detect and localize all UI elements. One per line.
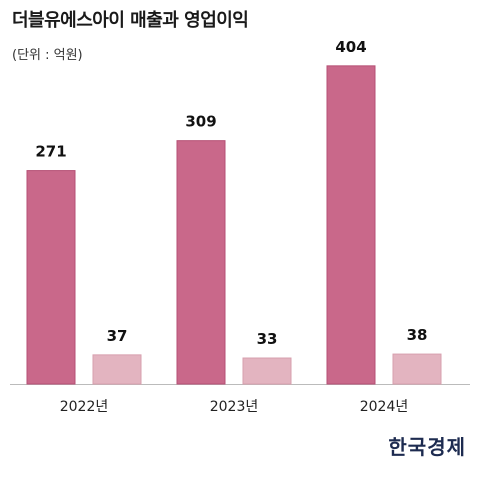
x-tick-label: 2023년 bbox=[210, 399, 259, 415]
profit-bar-2023년 bbox=[242, 357, 292, 385]
revenue-data-label: 271 bbox=[35, 143, 66, 161]
revenue-data-label: 309 bbox=[185, 113, 216, 131]
profit-data-label: 37 bbox=[107, 327, 128, 345]
revenue-bar-2022년 bbox=[26, 170, 76, 385]
revenue-bar-2023년 bbox=[176, 140, 226, 385]
revenue-data-label: 404 bbox=[335, 38, 366, 56]
chart-title: 더블유에스아이 매출과 영업이익 bbox=[12, 10, 249, 31]
x-tick-label: 2024년 bbox=[360, 399, 409, 415]
revenue-bar-2024년 bbox=[326, 65, 376, 385]
publisher-logo: 한국경제 bbox=[388, 435, 466, 459]
profit-bar-2024년 bbox=[392, 353, 442, 385]
profit-bar-2022년 bbox=[92, 354, 142, 385]
x-tick-label: 2022년 bbox=[60, 399, 109, 415]
profit-data-label: 33 bbox=[257, 330, 278, 348]
profit-data-label: 38 bbox=[407, 326, 428, 344]
unit-label: (단위 : 억원) bbox=[12, 48, 83, 63]
